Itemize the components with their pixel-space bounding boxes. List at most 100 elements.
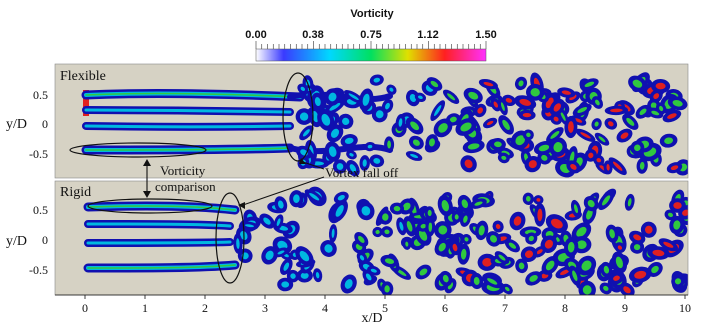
vortex-core bbox=[375, 229, 380, 235]
vortex-core bbox=[584, 81, 595, 87]
vortex-core bbox=[577, 107, 588, 113]
vortex-core bbox=[467, 143, 480, 150]
vortex-core bbox=[595, 99, 600, 106]
bottom-y-axis-label: y/D bbox=[6, 234, 27, 249]
vortex-falloff-label: Vortex fall off bbox=[325, 165, 399, 180]
vortex-core bbox=[348, 93, 359, 100]
vortex-core bbox=[478, 225, 485, 236]
vortex-core bbox=[283, 262, 290, 271]
vortex-core bbox=[429, 138, 435, 147]
top-y-axis: y/D 0.5 0 -0.5 bbox=[6, 88, 48, 161]
vortex-core bbox=[567, 241, 575, 253]
vortex-core bbox=[328, 146, 337, 157]
x-tick-label: 2 bbox=[202, 301, 208, 315]
vortex-core bbox=[518, 80, 524, 87]
vortex-core bbox=[651, 265, 659, 274]
top-y-axis-label: y/D bbox=[6, 117, 27, 132]
vortex-core bbox=[580, 132, 591, 139]
vortex-core bbox=[494, 141, 502, 148]
vortex-core bbox=[526, 132, 531, 138]
vortex-core bbox=[438, 123, 448, 133]
vortex-core bbox=[574, 118, 583, 123]
vortex-core bbox=[367, 144, 373, 149]
top-ytick-1: 0 bbox=[42, 117, 48, 131]
vortex-core bbox=[603, 285, 609, 291]
flexible-body-marker bbox=[83, 90, 89, 116]
vortex-core bbox=[447, 93, 456, 101]
vortex-core bbox=[545, 260, 555, 271]
vortex-core bbox=[314, 97, 321, 107]
vortex-core bbox=[449, 116, 457, 123]
vortex-core bbox=[410, 154, 419, 158]
flexible-falloff-ellipse bbox=[282, 72, 314, 162]
vortex-core bbox=[602, 195, 611, 206]
vortex-core bbox=[525, 196, 531, 202]
vortex-core bbox=[633, 234, 642, 241]
vortex-core bbox=[582, 285, 592, 295]
vortex-core bbox=[610, 108, 623, 113]
x-tick-label: 0 bbox=[82, 301, 88, 315]
vortex-core bbox=[639, 108, 647, 116]
vortex-core bbox=[560, 269, 570, 276]
vortex-core bbox=[441, 200, 449, 212]
vortex-core bbox=[522, 112, 532, 118]
vortex-core bbox=[373, 158, 381, 164]
vortex-core bbox=[570, 163, 577, 170]
vortex-core bbox=[598, 136, 606, 143]
vortex-core bbox=[265, 250, 274, 260]
vortex-core bbox=[528, 235, 534, 242]
x-tick-label: 7 bbox=[502, 301, 508, 315]
flexible-label: Flexible bbox=[60, 69, 106, 84]
vortex-core bbox=[361, 206, 371, 216]
vortex-core bbox=[515, 135, 525, 146]
vortex-core bbox=[663, 241, 674, 248]
vortex-core bbox=[607, 121, 614, 127]
vortex-core bbox=[530, 88, 540, 97]
vortex-core bbox=[623, 286, 631, 294]
vortex-core bbox=[569, 94, 577, 101]
vortex-core bbox=[434, 105, 442, 117]
vortex-core bbox=[442, 274, 449, 283]
vortex-core bbox=[634, 270, 647, 279]
vortex-core bbox=[500, 102, 505, 111]
vortex-core bbox=[399, 221, 404, 231]
colorbar-tick-4: 1.50 bbox=[475, 29, 496, 41]
vortex-core bbox=[537, 208, 543, 222]
vortex-core bbox=[505, 98, 513, 103]
falloff-arrow-bottom bbox=[242, 176, 325, 206]
vortex-core bbox=[576, 240, 587, 250]
vortex-core bbox=[632, 79, 643, 88]
vortex-core bbox=[474, 201, 483, 206]
vortex-core bbox=[544, 239, 553, 249]
flexible-panel: Flexible bbox=[54, 63, 689, 179]
vortex-core bbox=[461, 199, 469, 209]
vortex-core bbox=[362, 159, 367, 167]
vortex-core bbox=[550, 130, 560, 139]
vortex-core bbox=[335, 205, 344, 217]
vortex-core bbox=[529, 274, 538, 282]
vortex-core bbox=[673, 202, 682, 209]
bottom-y-axis: y/D 0.5 0 -0.5 bbox=[6, 203, 48, 277]
vortex-core bbox=[541, 154, 548, 161]
vortex-core bbox=[536, 249, 543, 255]
vortex-core bbox=[370, 268, 377, 273]
vorticity-comparison-line2: comparison bbox=[155, 179, 216, 194]
vortex-core bbox=[460, 248, 467, 260]
vortex-core bbox=[572, 270, 578, 282]
vortex-core bbox=[528, 160, 537, 169]
vortex-core bbox=[674, 278, 682, 285]
vortex-core bbox=[650, 102, 657, 109]
vortex-core bbox=[315, 272, 320, 279]
colorbar-tick-0: 0.00 bbox=[245, 29, 266, 41]
vortex-core bbox=[277, 200, 284, 209]
vortex-core bbox=[513, 216, 522, 226]
vortex-core bbox=[501, 155, 507, 160]
vortex-core bbox=[615, 256, 623, 269]
vortex-core bbox=[653, 93, 660, 100]
vortex-core bbox=[498, 254, 506, 261]
vortex-core bbox=[244, 224, 254, 228]
vortex-core bbox=[336, 163, 344, 170]
rigid-vortices bbox=[233, 186, 688, 295]
bottom-ytick-0: 0.5 bbox=[33, 203, 48, 217]
vortex-core bbox=[617, 245, 623, 250]
